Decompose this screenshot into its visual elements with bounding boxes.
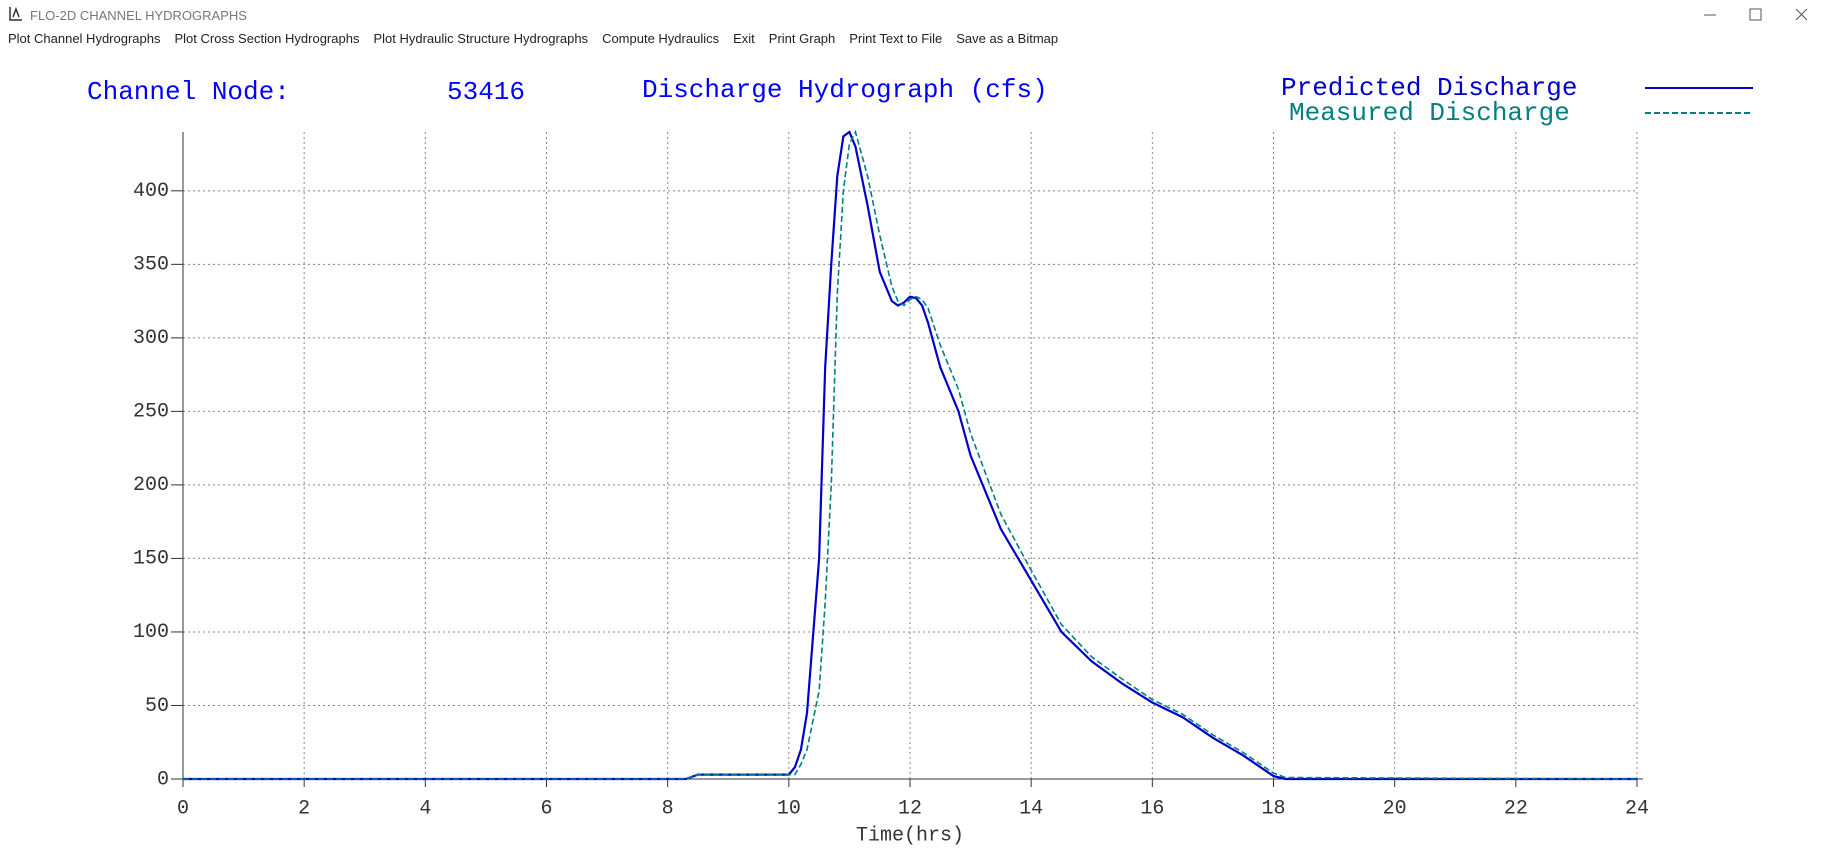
app-icon	[9, 6, 22, 21]
x-axis-label: Time(hrs)	[856, 824, 964, 847]
legend-label: Predicted Discharge	[1281, 73, 1577, 103]
menu-item[interactable]: Plot Cross Section Hydrographs	[174, 31, 360, 46]
maximize-button[interactable]	[1749, 8, 1762, 21]
y-tick-label: 300	[133, 327, 169, 350]
x-tick-label: 20	[1383, 797, 1407, 820]
legend-label: Measured Discharge	[1289, 98, 1570, 128]
x-tick-label: 8	[662, 797, 674, 820]
menu-item[interactable]: Print Text to File	[849, 31, 943, 46]
y-tick-label: 100	[133, 621, 169, 644]
menu-item[interactable]: Compute Hydraulics	[602, 31, 720, 46]
x-tick-label: 18	[1261, 797, 1285, 820]
x-tick-label: 2	[298, 797, 310, 820]
node-label: Channel Node:	[87, 77, 290, 107]
menu-item[interactable]: Save as a Bitmap	[956, 31, 1059, 46]
x-tick-label: 24	[1625, 797, 1649, 820]
x-tick-label: 14	[1019, 797, 1043, 820]
close-button[interactable]	[1795, 8, 1808, 21]
series-line	[183, 129, 1638, 780]
y-tick-label: 250	[133, 401, 169, 424]
y-tick-label: 150	[133, 548, 169, 571]
window-title: FLO-2D CHANNEL HYDROGRAPHS	[30, 8, 247, 23]
title-bar: FLO-2D CHANNEL HYDROGRAPHS	[0, 0, 1826, 30]
menu-item[interactable]: Plot Hydraulic Structure Hydrographs	[373, 31, 589, 46]
y-tick-label: 400	[133, 180, 169, 203]
x-tick-label: 4	[419, 797, 431, 820]
series-line	[183, 130, 1637, 781]
x-tick-label: 10	[777, 797, 801, 820]
x-tick-label: 12	[898, 797, 922, 820]
chart-title: Discharge Hydrograph (cfs)	[642, 75, 1048, 105]
y-tick-label: 200	[133, 474, 169, 497]
menu-bar: Plot Channel Hydrographs Plot Cross Secti…	[0, 31, 1058, 51]
y-tick-label: 350	[133, 254, 169, 277]
y-tick-label: 0	[157, 768, 169, 791]
y-tick-label: 50	[145, 695, 169, 718]
x-tick-label: 6	[540, 797, 552, 820]
x-tick-label: 16	[1140, 797, 1164, 820]
x-tick-label: 22	[1504, 797, 1528, 820]
menu-item[interactable]: Print Graph	[768, 31, 836, 46]
node-id: 53416	[447, 77, 525, 107]
menu-item[interactable]: Exit	[733, 31, 755, 46]
x-tick-label: 0	[177, 797, 189, 820]
title-bar-icons	[9, 6, 1808, 21]
menu-item[interactable]: Plot Channel Hydrographs	[8, 31, 161, 46]
